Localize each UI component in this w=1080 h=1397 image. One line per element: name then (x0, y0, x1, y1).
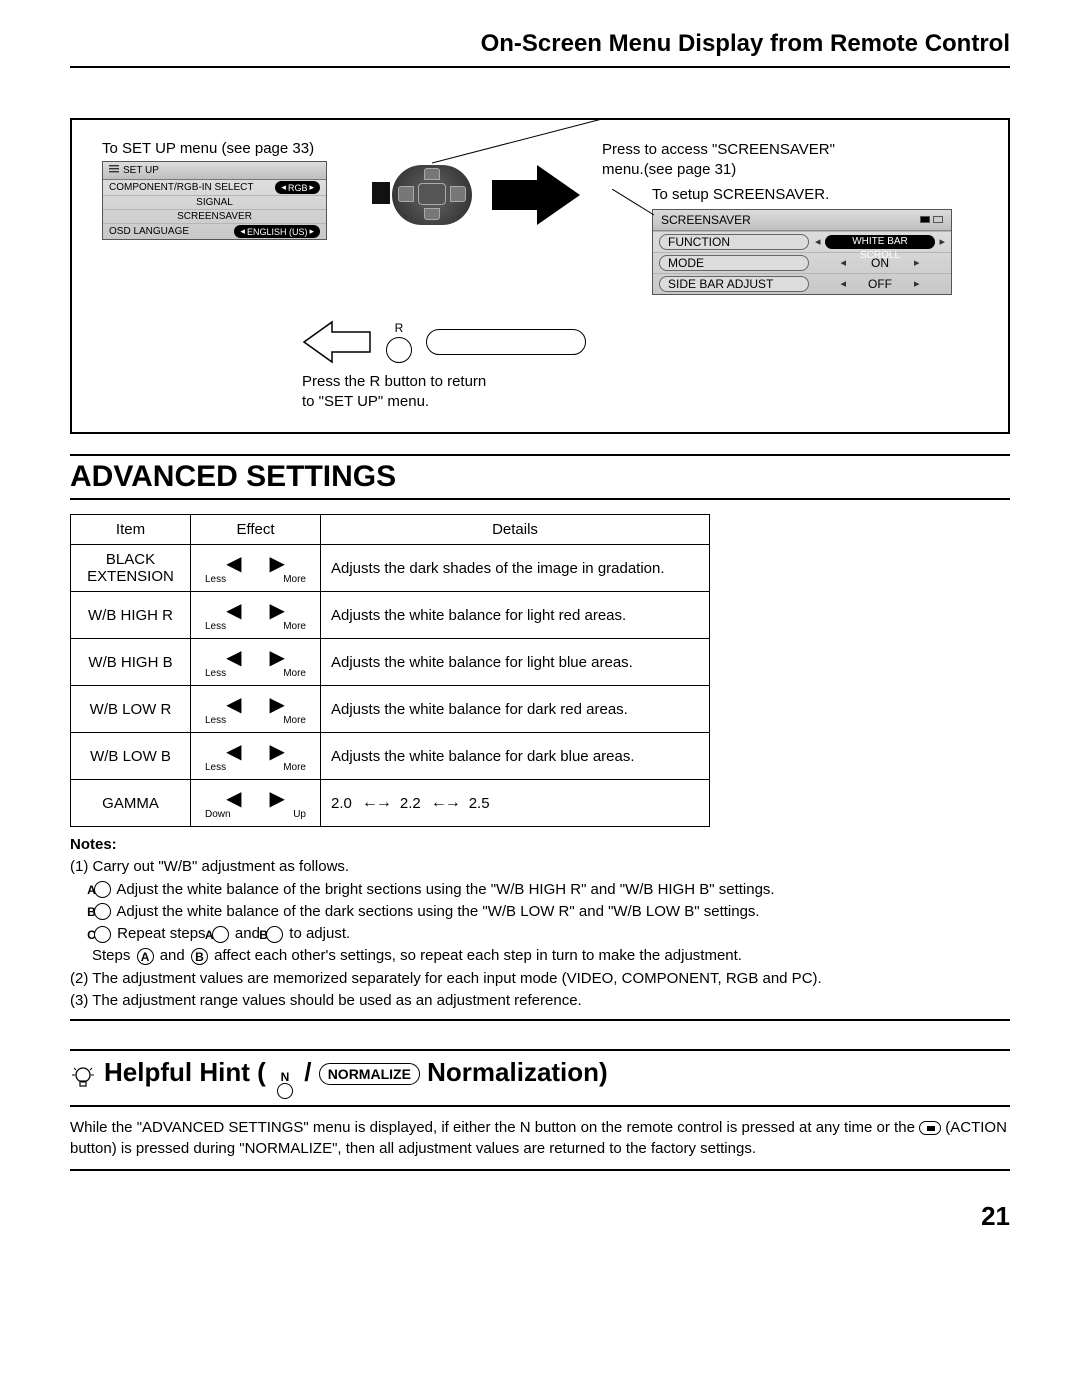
table-row: W/B HIGH B◀▶LessMoreAdjusts the white ba… (71, 639, 710, 686)
big-right-arrow-icon (492, 160, 582, 230)
col-item: Item (71, 515, 191, 545)
r-label: R (395, 321, 404, 335)
lightbulb-icon (70, 1065, 96, 1091)
press-screensaver-text: Press to access "SCREENSAVER" menu.(see … (602, 140, 978, 179)
r-button[interactable] (386, 337, 412, 363)
dpad-center[interactable] (418, 183, 446, 205)
col-effect: Effect (191, 515, 321, 545)
setup-row: SCREENSAVER (103, 210, 326, 224)
dpad-left[interactable] (398, 186, 414, 202)
screensaver-row: FUNCTION◂WHITE BAR SCROLL▸ (653, 231, 951, 252)
circled-b-icon: B (94, 903, 111, 920)
circled-c-icon: C (94, 926, 111, 943)
note-1c: C Repeat steps A and B to adjust. (70, 924, 1010, 944)
note-steps: Steps A and B affect each other's settin… (70, 946, 1010, 966)
dpad-up[interactable] (424, 168, 440, 180)
table-row: W/B LOW R◀▶LessMoreAdjusts the white bal… (71, 686, 710, 733)
table-row: W/B LOW B◀▶LessMoreAdjusts the white bal… (71, 733, 710, 780)
helpful-hint-heading: Helpful Hint ( N / NORMALIZE Normalizati… (70, 1051, 1010, 1107)
setup-title-text: SET UP (123, 165, 159, 176)
notes-title: Notes: (70, 835, 1010, 855)
setup-row: SIGNAL (103, 196, 326, 210)
note-2: (2) The adjustment values are memorized … (70, 969, 1010, 989)
page-number: 21 (70, 1201, 1010, 1232)
screensaver-panel: SCREENSAVER FUNCTION◂WHITE BAR SCROLL▸MO… (652, 209, 952, 295)
wide-button[interactable] (426, 329, 586, 355)
circled-a-icon: A (94, 881, 111, 898)
note-1: (1) Carry out "W/B" adjustment as follow… (70, 857, 1010, 877)
notes-section: Notes: (1) Carry out "W/B" adjustment as… (70, 835, 1010, 1011)
panel-page-dots (920, 216, 943, 223)
outline-left-arrow-icon (302, 320, 372, 364)
table-row: GAMMA◀▶DownUp2.0 ←→ 2.2 ←→ 2.5 (71, 780, 710, 827)
col-details: Details (321, 515, 710, 545)
remote-dpad (372, 160, 492, 230)
screensaver-title: SCREENSAVER (661, 213, 751, 227)
ss-pointer-line (612, 189, 657, 219)
setup-panel-title: SET UP (103, 162, 326, 180)
menu-icon (109, 164, 119, 177)
note-3: (3) The adjustment range values should b… (70, 991, 1010, 1011)
note-1a: A Adjust the white balance of the bright… (70, 880, 1010, 900)
helpful-hint-body: While the "ADVANCED SETTINGS" menu is di… (70, 1117, 1010, 1159)
advanced-heading: ADVANCED SETTINGS (70, 454, 1010, 500)
action-button-icon (919, 1121, 941, 1135)
n-button-icon: N (277, 1071, 293, 1099)
dpad-down[interactable] (424, 208, 440, 220)
table-row: W/B HIGH R◀▶LessMoreAdjusts the white ba… (71, 592, 710, 639)
note-1b: B Adjust the white balance of the dark s… (70, 902, 1010, 922)
boxed-section: To SET UP menu (see page 33) SET UP COMP… (70, 118, 1010, 434)
to-setup-screensaver: To setup SCREENSAVER. (652, 185, 978, 205)
table-row: BLACKEXTENSION◀▶LessMoreAdjusts the dark… (71, 545, 710, 592)
return-text: Press the R button to return to "SET UP"… (302, 372, 978, 413)
advanced-settings-table: Item Effect Details BLACKEXTENSION◀▶Less… (70, 514, 710, 827)
dpad-pointer-line (432, 115, 632, 165)
normalize-pill: NORMALIZE (319, 1063, 420, 1085)
setup-link-text: To SET UP menu (see page 33) (102, 140, 352, 157)
setup-panel: SET UP COMPONENT/RGB-IN SELECT◂RGB▸SIGNA… (102, 161, 327, 240)
setup-row: OSD LANGUAGE◂ENGLISH (US)▸ (103, 224, 326, 239)
dpad-right[interactable] (450, 186, 466, 202)
screensaver-row: MODE◂ON▸ (653, 252, 951, 273)
page-header: On-Screen Menu Display from Remote Contr… (70, 30, 1010, 68)
screensaver-row: SIDE BAR ADJUST◂OFF▸ (653, 273, 951, 294)
setup-row: COMPONENT/RGB-IN SELECT◂RGB▸ (103, 180, 326, 196)
